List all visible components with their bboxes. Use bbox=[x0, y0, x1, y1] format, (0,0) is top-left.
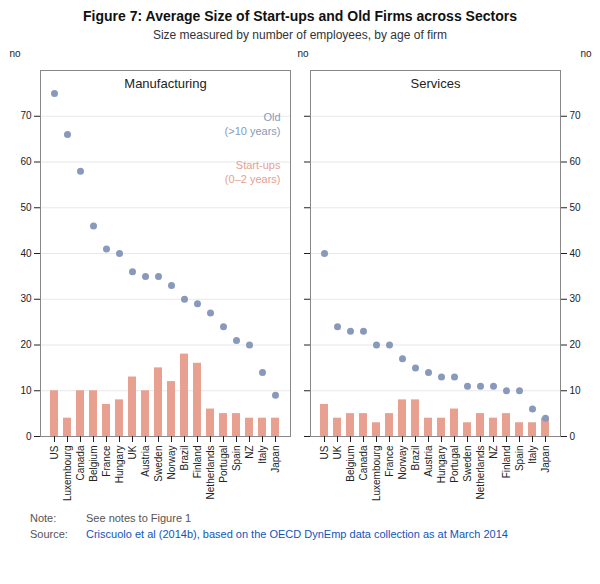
svg-text:70: 70 bbox=[20, 110, 32, 121]
svg-text:Spain: Spain bbox=[514, 446, 525, 472]
svg-text:no: no bbox=[298, 48, 310, 59]
svg-text:Spain: Spain bbox=[231, 446, 242, 472]
svg-text:Luxembourg: Luxembourg bbox=[371, 446, 382, 502]
svg-text:NZ: NZ bbox=[244, 446, 255, 459]
svg-text:0: 0 bbox=[570, 431, 576, 442]
svg-text:Sweden: Sweden bbox=[153, 446, 164, 482]
svg-text:NZ: NZ bbox=[488, 446, 499, 459]
svg-text:10: 10 bbox=[20, 385, 32, 396]
svg-text:Services: Services bbox=[411, 76, 461, 91]
svg-text:Hungary: Hungary bbox=[436, 446, 447, 484]
svg-text:US: US bbox=[49, 445, 60, 459]
svg-text:Brazil: Brazil bbox=[410, 446, 421, 471]
svg-text:Finland: Finland bbox=[192, 446, 203, 479]
svg-text:20: 20 bbox=[20, 339, 32, 350]
svg-text:40: 40 bbox=[570, 248, 582, 259]
svg-text:Belgium: Belgium bbox=[345, 446, 356, 482]
svg-text:50: 50 bbox=[20, 202, 32, 213]
svg-text:Italy: Italy bbox=[527, 446, 538, 464]
svg-text:20: 20 bbox=[570, 339, 582, 350]
svg-text:60: 60 bbox=[20, 156, 32, 167]
html-text:See notes to Figure 1: See notes to Figure 1 bbox=[86, 512, 192, 524]
svg-text:UK: UK bbox=[127, 445, 138, 459]
svg-text:30: 30 bbox=[20, 293, 32, 304]
svg-text:Austria: Austria bbox=[423, 445, 434, 477]
svg-text:Manufacturing: Manufacturing bbox=[124, 76, 206, 91]
html-text:Size measured by number of emp: Size measured by number of employees, by… bbox=[152, 28, 448, 42]
svg-text:Portugal: Portugal bbox=[449, 446, 460, 483]
svg-text:no: no bbox=[580, 48, 592, 59]
html-text:Criscuolo et al (2014b), based: Criscuolo et al (2014b), based on the OE… bbox=[86, 528, 508, 540]
svg-text:Belgium: Belgium bbox=[88, 446, 99, 482]
svg-text:70: 70 bbox=[570, 110, 582, 121]
svg-text:Canada: Canada bbox=[358, 445, 369, 480]
svg-text:UK: UK bbox=[332, 445, 343, 459]
svg-text:Canada: Canada bbox=[75, 445, 86, 480]
svg-text:Netherlands: Netherlands bbox=[475, 446, 486, 500]
svg-text:50: 50 bbox=[570, 202, 582, 213]
svg-text:60: 60 bbox=[570, 156, 582, 167]
svg-text:30: 30 bbox=[570, 293, 582, 304]
svg-text:Norway: Norway bbox=[166, 446, 177, 480]
svg-text:Japan: Japan bbox=[270, 446, 281, 473]
svg-text:Hungary: Hungary bbox=[114, 446, 125, 484]
svg-text:Start-ups(0–2 years): Start-ups(0–2 years) bbox=[225, 159, 281, 185]
svg-text:0: 0 bbox=[26, 431, 32, 442]
svg-text:Italy: Italy bbox=[257, 446, 268, 464]
svg-text:US: US bbox=[319, 445, 330, 459]
svg-text:Finland: Finland bbox=[501, 446, 512, 479]
svg-text:no: no bbox=[10, 48, 22, 59]
svg-text:France: France bbox=[101, 445, 112, 477]
html-text:Figure 7: Average Size of Star: Figure 7: Average Size of Start-ups and … bbox=[83, 8, 517, 24]
html-text:Note:: Note: bbox=[30, 512, 57, 524]
svg-text:Austria: Austria bbox=[140, 445, 151, 477]
svg-text:Portugal: Portugal bbox=[218, 446, 229, 483]
svg-text:France: France bbox=[384, 445, 395, 477]
svg-text:Norway: Norway bbox=[397, 446, 408, 480]
html-text:Source:: Source: bbox=[30, 528, 68, 540]
svg-text:Brazil: Brazil bbox=[179, 446, 190, 471]
svg-text:Sweden: Sweden bbox=[462, 446, 473, 482]
svg-text:10: 10 bbox=[570, 385, 582, 396]
svg-text:40: 40 bbox=[20, 248, 32, 259]
svg-text:Old(>10 years): Old(>10 years) bbox=[225, 111, 281, 137]
svg-text:Luxembourg: Luxembourg bbox=[62, 446, 73, 502]
svg-text:Netherlands: Netherlands bbox=[205, 446, 216, 500]
svg-text:Japan: Japan bbox=[540, 446, 551, 473]
